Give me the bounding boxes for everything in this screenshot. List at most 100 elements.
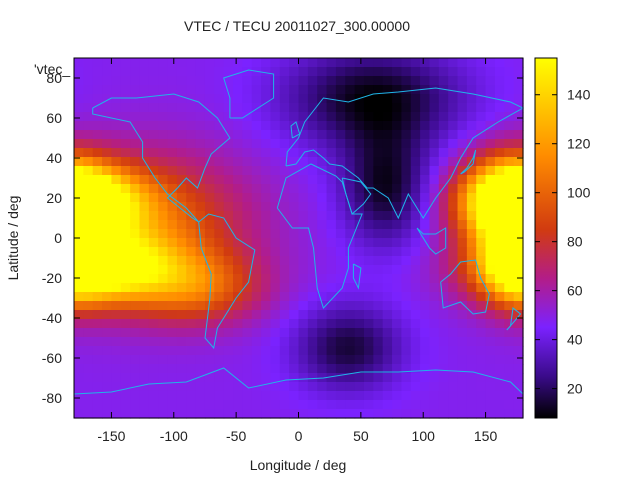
heatmap-cell [279,409,290,419]
heatmap-cell [429,292,440,302]
heatmap-cell [111,112,122,122]
heatmap-cell [335,301,346,311]
heatmap-cell [167,364,178,374]
heatmap-cell [270,121,281,131]
coastline-greenland [223,69,275,119]
heatmap-cell [120,166,131,176]
heatmap-cell [242,238,253,248]
heatmap-cell [382,328,393,338]
heatmap-cell [92,274,103,284]
heatmap-cell [158,292,169,302]
heatmap-cell [102,94,113,104]
heatmap-cell [111,400,122,410]
heatmap-cell [354,319,365,329]
heatmap-cell [214,202,225,212]
heatmap-cell [354,328,365,338]
heatmap-cell [373,94,384,104]
heatmap-cell [373,283,384,293]
heatmap-cell [335,85,346,95]
heatmap-cell [438,256,449,266]
heatmap-cell [214,292,225,302]
heatmap-cell [289,373,300,383]
heatmap-cell [233,121,243,131]
heatmap-cell [111,346,122,356]
heatmap-cell [420,274,431,284]
heatmap-cell [410,121,421,131]
heatmap-cell [420,283,431,293]
heatmap-cell [251,58,262,68]
heatmap-cell [466,157,477,167]
heatmap-cell [74,148,84,158]
heatmap-cell [204,130,215,140]
heatmap-cell [429,373,440,383]
heatmap-cell [298,256,309,266]
heatmap-cell [148,112,159,122]
heatmap-cell [513,112,524,122]
heatmap-cell [476,103,487,113]
heatmap-cell [466,121,477,131]
heatmap-cell [139,328,150,338]
heatmap-cell [176,373,187,383]
heatmap-cell [289,328,300,338]
heatmap-cell [176,211,187,221]
heatmap-cell [242,355,253,365]
heatmap-cell [448,409,459,419]
heatmap-cell [120,274,131,284]
heatmap-cell [148,364,159,374]
heatmap-cell [373,301,384,311]
heatmap-cell [251,373,262,383]
heatmap-cell [251,139,262,149]
heatmap-cell [130,400,141,410]
heatmap-cell [429,319,440,329]
heatmap-cell [214,193,225,203]
heatmap-cell [429,148,440,158]
heatmap-cell [345,319,356,329]
heatmap-cell [120,337,131,347]
heatmap-cell [158,220,169,230]
heatmap-cell [476,148,487,158]
heatmap-cell [289,103,300,113]
heatmap-cell [120,148,131,158]
heatmap-cell [457,175,468,185]
heatmap-cell [111,238,122,248]
heatmap-cell [373,67,384,77]
heatmap-cell [74,292,84,302]
heatmap-cell [251,184,262,194]
heatmap-cell [494,157,505,167]
heatmap-cell [382,238,393,248]
heatmap-cell [401,85,412,95]
heatmap-cell [335,76,346,86]
heatmap-cell [233,157,243,167]
heatmap-cell [111,220,122,230]
y-tick-label: 60 [46,110,62,126]
heatmap-cell [317,166,328,176]
heatmap-cell [298,346,309,356]
heatmap-cell [494,58,505,68]
heatmap-cell [476,310,487,320]
heatmap-cell [223,58,234,68]
heatmap-cell [476,265,487,275]
heatmap-cell [120,220,131,230]
heatmap-cell [410,130,421,140]
heatmap-cell [504,121,515,131]
heatmap-cell [345,391,356,401]
heatmap-cell [92,355,103,365]
heatmap-cell [392,337,402,347]
heatmap-cell [307,193,318,203]
heatmap-cell [223,346,234,356]
heatmap-cell [401,175,412,185]
heatmap-cell [204,58,215,68]
heatmap-cell [363,67,374,77]
heatmap-cell [466,94,477,104]
heatmap-cell [429,103,440,113]
heatmap-cell [307,301,318,311]
heatmap-cell [195,292,206,302]
heatmap-cell [204,139,215,149]
x-axis-ticks: -150 -100 -50 0 50 100 150 [97,58,497,444]
heatmap-cell [279,166,290,176]
heatmap-cell [251,247,262,257]
heatmap-cell [401,202,412,212]
heatmap-cell [429,202,440,212]
heatmap-cell [167,247,178,257]
heatmap-cell [204,67,215,77]
